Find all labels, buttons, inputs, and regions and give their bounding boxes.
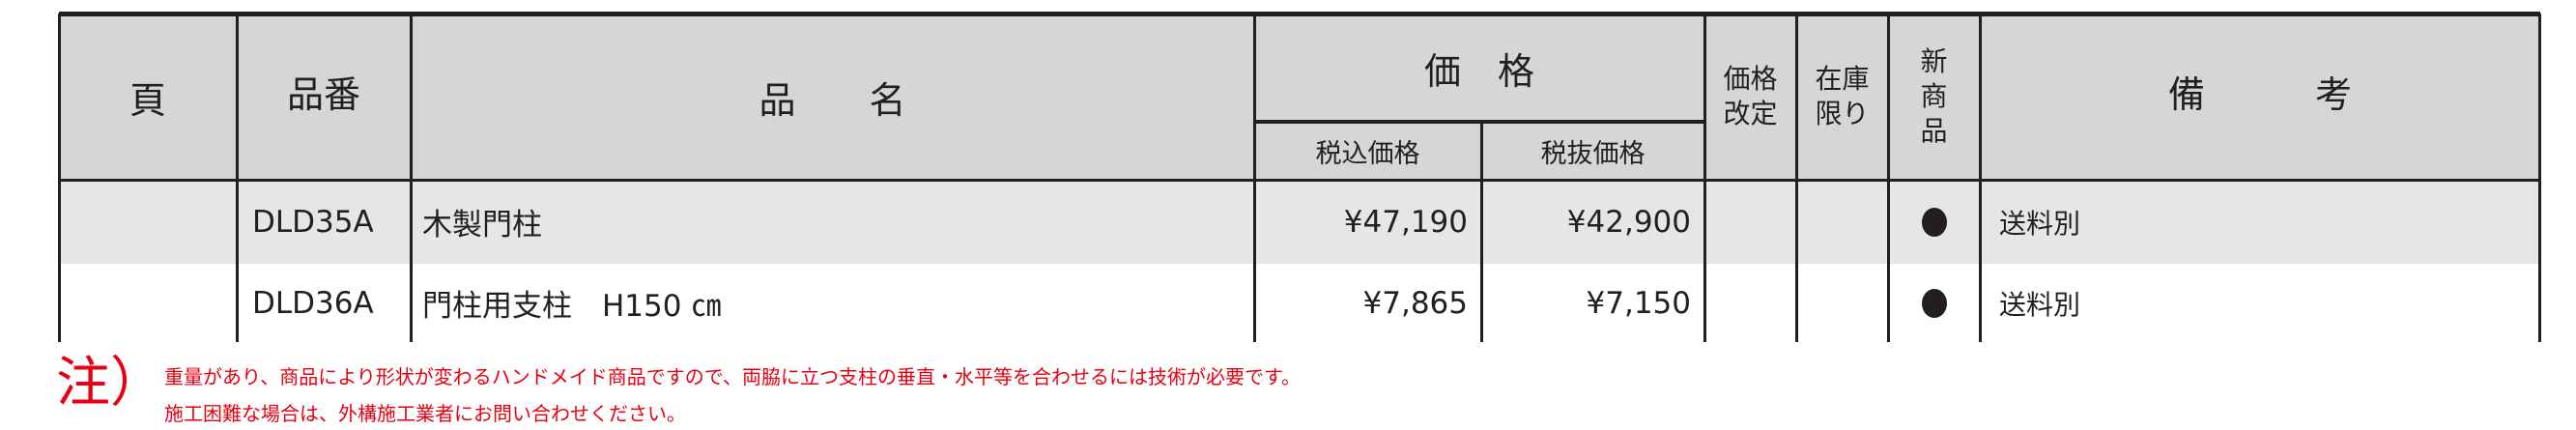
- header-text: 限り: [1815, 98, 1870, 129]
- col-divider: [1887, 14, 1890, 342]
- header-price-revised: 価格 改定: [1704, 14, 1796, 180]
- cell-code: DLD36A: [252, 285, 374, 321]
- col-divider: [1703, 14, 1706, 342]
- cell-new-product: [1888, 180, 1980, 264]
- cell-new-product: [1888, 264, 1980, 342]
- cell-price-incl: ¥7,865: [1362, 285, 1468, 321]
- header-remarks: 備 考: [2167, 72, 2352, 116]
- header-text: 品: [1920, 115, 1948, 147]
- table-top-border: [59, 12, 2540, 16]
- header-price-incl-tax: 税込価格: [1315, 138, 1420, 169]
- header-stock-limited: 在庫 限り: [1796, 14, 1888, 180]
- col-divider: [1795, 14, 1798, 342]
- col-divider: [1253, 14, 1256, 342]
- cell-name: 門柱用支柱 H150 ㎝: [422, 289, 722, 324]
- cell-page: [59, 180, 237, 264]
- col-divider: [1480, 122, 1483, 342]
- header-text: 価格: [1723, 63, 1778, 95]
- col-divider: [410, 14, 413, 342]
- note-line-2: 施工困難な場合は、外構施工業者にお問い合わせください。: [164, 402, 686, 425]
- col-divider: [1979, 14, 1982, 342]
- table-row: [59, 180, 2540, 264]
- header-new-product: 新 商 品: [1888, 14, 1980, 180]
- header-bottom-border: [59, 179, 2540, 182]
- bullet-icon: [1921, 207, 1947, 237]
- header-text: 在庫: [1815, 63, 1870, 95]
- header-price-excl-tax: 税抜価格: [1540, 138, 1646, 169]
- cell-price-incl: ¥47,190: [1343, 204, 1468, 240]
- header-price: 価 格: [1423, 49, 1534, 93]
- bullet-icon: [1921, 288, 1947, 318]
- price-subheader-border: [1254, 120, 1704, 124]
- cell-remarks: 送料別: [1999, 207, 2081, 240]
- cell-page: [59, 264, 237, 342]
- table-header: [59, 14, 2540, 180]
- header-page: 頁: [129, 78, 166, 122]
- col-divider: [58, 14, 61, 342]
- header-text: 新: [1920, 45, 1948, 77]
- header-product-code: 品番: [286, 72, 360, 116]
- note-mark: 注）: [56, 352, 164, 415]
- col-divider: [2538, 14, 2541, 342]
- cell-price-excl: ¥42,900: [1566, 204, 1691, 240]
- header-product-name: 品 名: [758, 78, 906, 122]
- header-text: 改定: [1723, 98, 1778, 129]
- cell-price-excl: ¥7,150: [1586, 285, 1691, 321]
- note-line-1: 重量があり、商品により形状が変わるハンドメイド商品ですので、両脇に立つ支柱の垂直…: [164, 365, 1301, 388]
- cell-code: DLD35A: [252, 204, 374, 240]
- cell-name: 木製門柱: [422, 208, 542, 243]
- cell-remarks: 送料別: [1999, 288, 2081, 321]
- header-text: 商: [1920, 80, 1948, 112]
- col-divider: [236, 14, 239, 342]
